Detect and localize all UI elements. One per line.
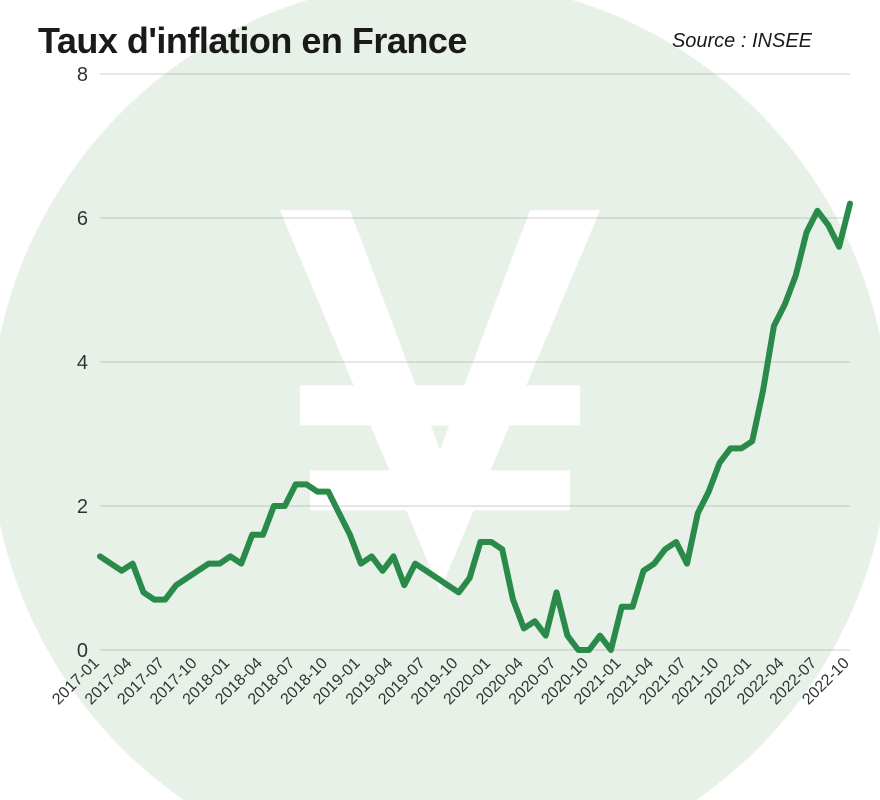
y-axis-label: 8 [77,64,88,86]
y-axis-label: 4 [77,352,88,374]
chart-source: Source : INSEE [672,30,812,53]
y-axis-label: 2 [77,496,88,518]
chart-title: Taux d'inflation en France [38,20,467,62]
chart-header: Taux d'inflation en France Source : INSE… [38,20,842,62]
y-axis-label: 6 [77,208,88,230]
chart-container: 024682017-012017-042017-072017-102018-01… [40,64,860,760]
inflation-line [100,204,850,650]
line-chart: 024682017-012017-042017-072017-102018-01… [40,64,860,760]
